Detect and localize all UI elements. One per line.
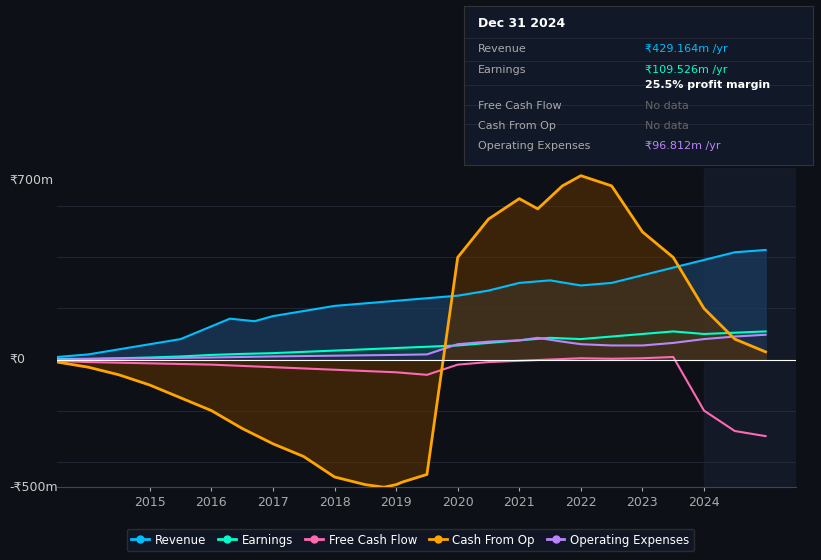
Text: Operating Expenses: Operating Expenses xyxy=(478,141,590,151)
Legend: Revenue, Earnings, Free Cash Flow, Cash From Op, Operating Expenses: Revenue, Earnings, Free Cash Flow, Cash … xyxy=(126,529,695,551)
Text: Cash From Op: Cash From Op xyxy=(478,121,556,131)
Text: Dec 31 2024: Dec 31 2024 xyxy=(478,17,565,30)
Bar xyxy=(704,168,802,487)
Text: ₹0: ₹0 xyxy=(10,353,25,366)
Text: ₹109.526m /yr: ₹109.526m /yr xyxy=(645,65,727,75)
Text: Revenue: Revenue xyxy=(478,44,526,54)
Text: ₹700m: ₹700m xyxy=(10,174,53,187)
Text: No data: No data xyxy=(645,101,689,111)
Text: ₹429.164m /yr: ₹429.164m /yr xyxy=(645,44,728,54)
Text: 25.5% profit margin: 25.5% profit margin xyxy=(645,81,770,90)
Text: No data: No data xyxy=(645,121,689,131)
Text: -₹500m: -₹500m xyxy=(10,480,58,494)
Text: Earnings: Earnings xyxy=(478,65,526,75)
Text: Free Cash Flow: Free Cash Flow xyxy=(478,101,562,111)
Text: ₹96.812m /yr: ₹96.812m /yr xyxy=(645,141,721,151)
